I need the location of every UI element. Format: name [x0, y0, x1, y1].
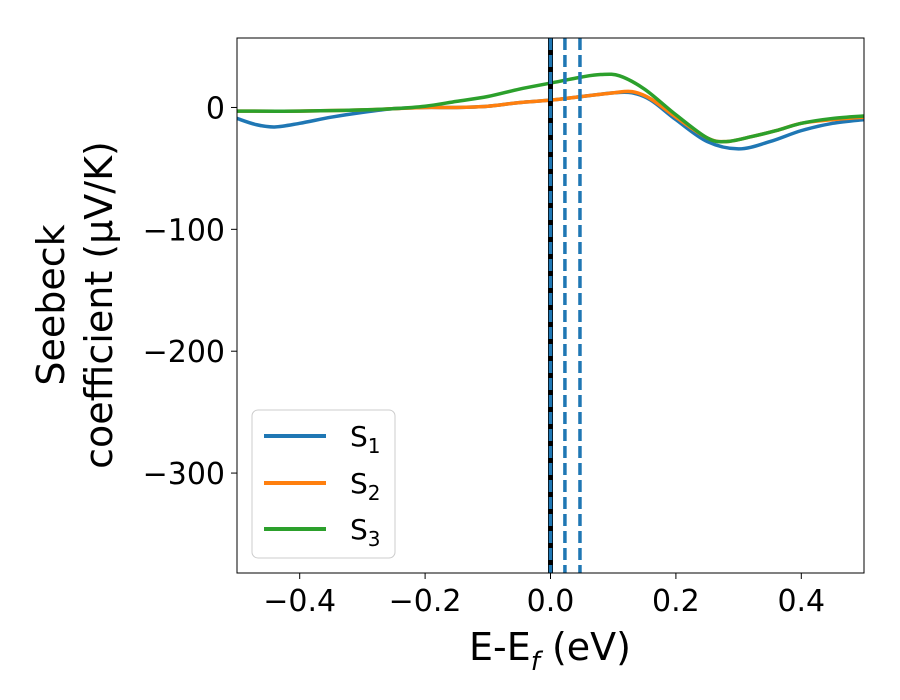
legend-label-s3: S3 — [350, 513, 381, 551]
series-line-s3 — [237, 72, 864, 144]
x-tick-label: 0.0 — [527, 584, 575, 619]
y-tick-label: −100 — [143, 213, 225, 248]
y-tick-label: −200 — [143, 335, 225, 370]
y-axis-label-line1: Seebeck — [29, 224, 73, 385]
y-tick-label: −300 — [143, 457, 225, 492]
y-axis-ticks: 0 −100 −200 −300 — [143, 91, 237, 492]
legend-label-s1: S1 — [350, 420, 381, 458]
y-axis-label: Seebeck coefficient (μV/K) — [29, 141, 121, 469]
y-axis-label-line2: coefficient (μV/K) — [77, 141, 121, 469]
vertical-lines — [548, 38, 582, 573]
x-tick-label: −0.4 — [263, 584, 336, 619]
x-tick-label: −0.2 — [389, 584, 462, 619]
x-axis-ticks: −0.4 −0.2 0.0 0.2 0.4 — [263, 573, 825, 619]
x-tick-label: 0.2 — [652, 584, 700, 619]
y-tick-label: 0 — [206, 91, 225, 126]
x-axis-label: E-Ef (eV) — [469, 625, 631, 677]
legend-label-s2: S2 — [350, 467, 381, 505]
legend: S1 S2 S3 — [251, 409, 396, 559]
x-tick-label: 0.4 — [777, 584, 825, 619]
